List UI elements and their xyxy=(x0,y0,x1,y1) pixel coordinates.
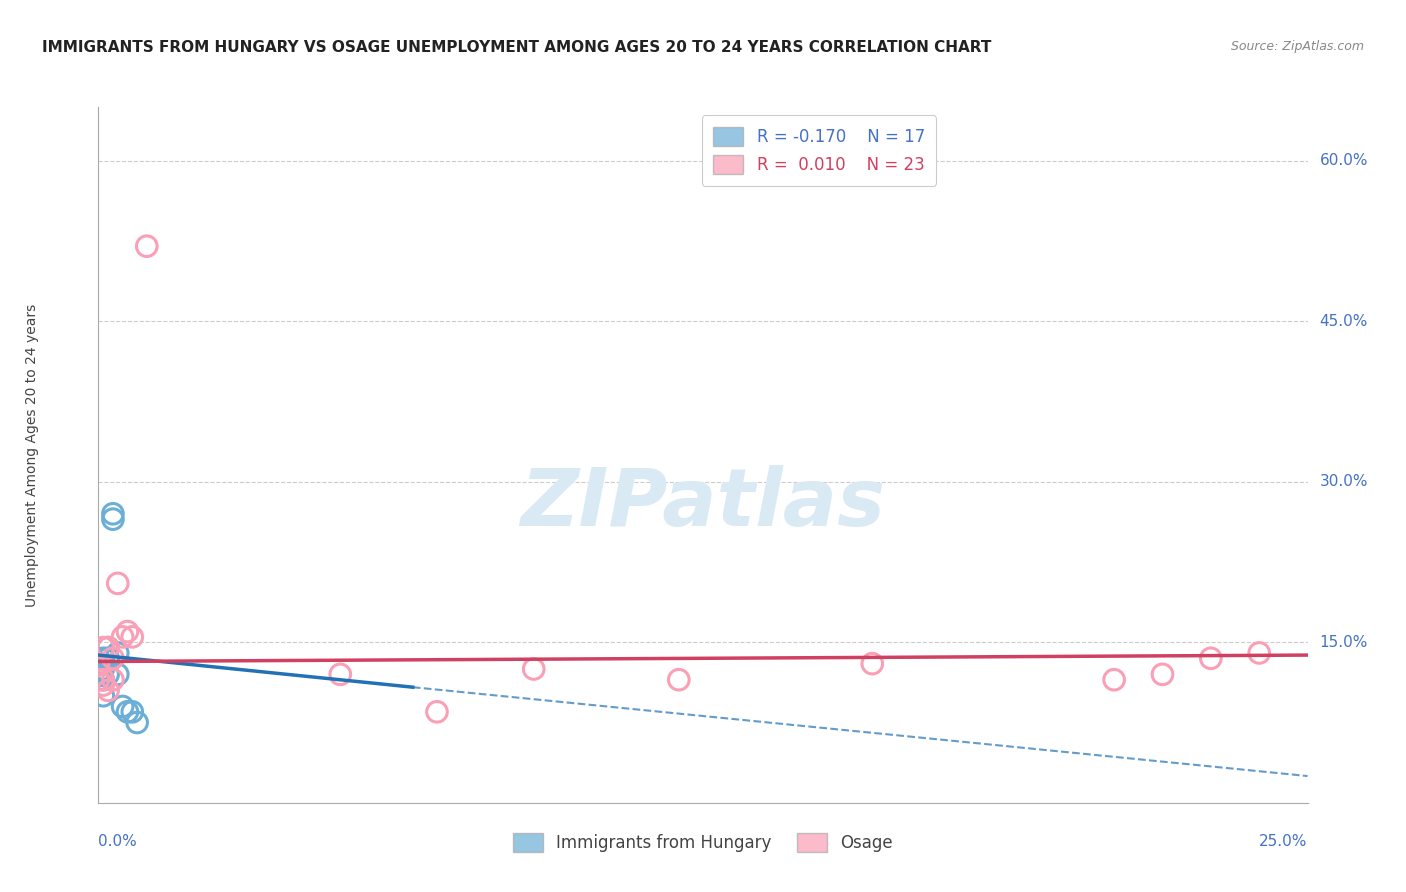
Legend: Immigrants from Hungary, Osage: Immigrants from Hungary, Osage xyxy=(502,822,904,864)
Point xyxy=(1102,673,1125,687)
Text: 25.0%: 25.0% xyxy=(1260,834,1308,849)
Point xyxy=(91,678,114,692)
Point xyxy=(1152,667,1174,681)
Point xyxy=(668,673,690,687)
Point xyxy=(101,512,124,526)
Point xyxy=(121,630,143,644)
Point xyxy=(91,689,114,703)
Text: 60.0%: 60.0% xyxy=(1320,153,1368,168)
Point xyxy=(91,673,114,687)
Point xyxy=(107,576,129,591)
Point xyxy=(111,630,134,644)
Point xyxy=(91,640,114,655)
Point xyxy=(97,667,120,681)
Text: IMMIGRANTS FROM HUNGARY VS OSAGE UNEMPLOYMENT AMONG AGES 20 TO 24 YEARS CORRELAT: IMMIGRANTS FROM HUNGARY VS OSAGE UNEMPLO… xyxy=(42,40,991,55)
Point xyxy=(97,651,120,665)
Point xyxy=(87,657,110,671)
Point xyxy=(426,705,449,719)
Point xyxy=(87,673,110,687)
Point xyxy=(329,667,352,681)
Point xyxy=(87,667,110,681)
Point xyxy=(87,657,110,671)
Point xyxy=(117,624,139,639)
Text: 30.0%: 30.0% xyxy=(1320,475,1368,489)
Point xyxy=(107,646,129,660)
Text: Unemployment Among Ages 20 to 24 years: Unemployment Among Ages 20 to 24 years xyxy=(25,303,39,607)
Point xyxy=(117,705,139,719)
Text: 15.0%: 15.0% xyxy=(1320,635,1368,649)
Point xyxy=(111,699,134,714)
Point xyxy=(523,662,546,676)
Point xyxy=(1249,646,1271,660)
Point xyxy=(1199,651,1222,665)
Point xyxy=(101,651,124,665)
Point xyxy=(101,507,124,521)
Point xyxy=(860,657,883,671)
Text: 45.0%: 45.0% xyxy=(1320,314,1368,328)
Point xyxy=(91,651,114,665)
Point xyxy=(121,705,143,719)
Point xyxy=(127,715,149,730)
Point xyxy=(91,673,114,687)
Text: ZIPatlas: ZIPatlas xyxy=(520,465,886,542)
Point xyxy=(91,662,114,676)
Text: 0.0%: 0.0% xyxy=(98,834,138,849)
Point xyxy=(97,640,120,655)
Point xyxy=(107,667,129,681)
Point xyxy=(135,239,157,253)
Point xyxy=(101,673,124,687)
Point xyxy=(97,640,120,655)
Text: Source: ZipAtlas.com: Source: ZipAtlas.com xyxy=(1230,40,1364,54)
Point xyxy=(97,683,120,698)
